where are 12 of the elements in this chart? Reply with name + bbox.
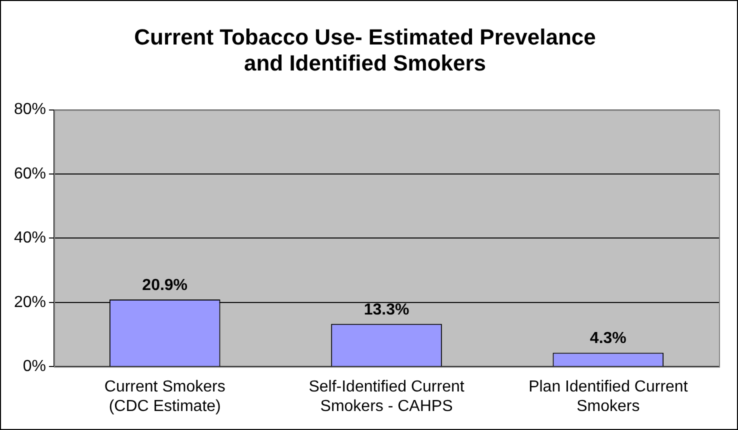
x-tick-label: Plan Identified Current Smokers <box>528 378 688 415</box>
data-label: 4.3% <box>590 330 626 348</box>
x-tick-label: Current Smokers (CDC Estimate) <box>104 378 226 415</box>
y-tick-label: 60% <box>14 165 46 182</box>
y-tick-label: 80% <box>14 101 46 118</box>
chart-title: Current Tobacco Use- Estimated Prevelance and Identified Smokers <box>134 24 596 76</box>
y-tick-label: 0% <box>22 358 46 376</box>
data-label: 20.9% <box>142 276 188 294</box>
data-label: 13.3% <box>364 301 410 318</box>
x-tick-label: Self-Identified Current Smokers - CAHPS <box>308 378 465 415</box>
y-tick-label: 40% <box>14 230 46 247</box>
y-tick-label: 20% <box>14 294 46 311</box>
